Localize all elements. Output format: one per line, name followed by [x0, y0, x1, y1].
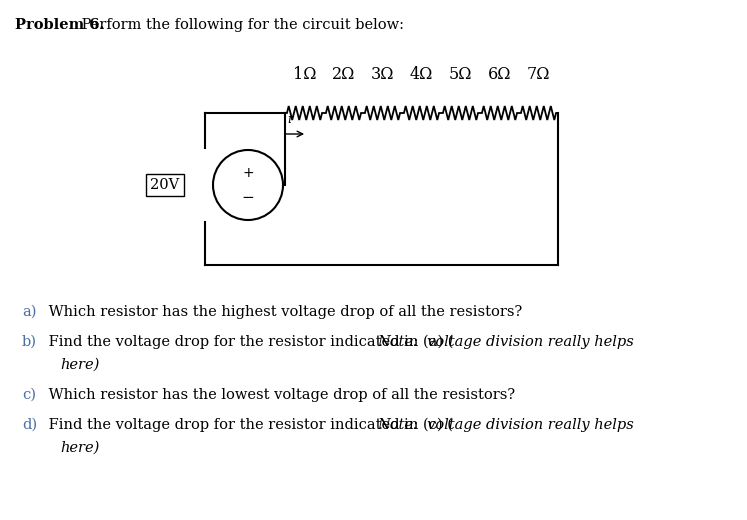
- Text: Which resistor has the lowest voltage drop of all the resistors?: Which resistor has the lowest voltage dr…: [44, 388, 515, 402]
- Text: here): here): [60, 358, 99, 372]
- Text: i: i: [287, 113, 291, 126]
- Text: Perform the following for the circuit below:: Perform the following for the circuit be…: [77, 18, 404, 32]
- Text: Problem 6.: Problem 6.: [15, 18, 105, 32]
- Text: Find the voltage drop for the resistor indicated in (a) (: Find the voltage drop for the resistor i…: [44, 335, 453, 349]
- Text: 6Ω: 6Ω: [488, 66, 511, 83]
- Text: Which resistor has the highest voltage drop of all the resistors?: Which resistor has the highest voltage d…: [44, 305, 522, 319]
- Text: 5Ω: 5Ω: [449, 66, 472, 83]
- Text: 3Ω: 3Ω: [371, 66, 394, 83]
- Text: 2Ω: 2Ω: [332, 66, 355, 83]
- Text: −: −: [241, 189, 255, 204]
- Text: b): b): [22, 335, 37, 349]
- Text: 4Ω: 4Ω: [410, 66, 433, 83]
- Text: d): d): [22, 418, 37, 432]
- Text: 20V: 20V: [150, 178, 179, 192]
- Text: Find the voltage drop for the resistor indicated in (c) (: Find the voltage drop for the resistor i…: [44, 418, 453, 433]
- Text: Note:  voltage division really helps: Note: voltage division really helps: [377, 335, 634, 349]
- Text: a): a): [22, 305, 37, 319]
- Text: 1Ω: 1Ω: [293, 66, 316, 83]
- Text: 7Ω: 7Ω: [527, 66, 551, 83]
- Text: Note:  voltage division really helps: Note: voltage division really helps: [377, 418, 634, 432]
- Text: c): c): [22, 388, 36, 402]
- Text: +: +: [242, 166, 254, 180]
- Text: here): here): [60, 441, 99, 455]
